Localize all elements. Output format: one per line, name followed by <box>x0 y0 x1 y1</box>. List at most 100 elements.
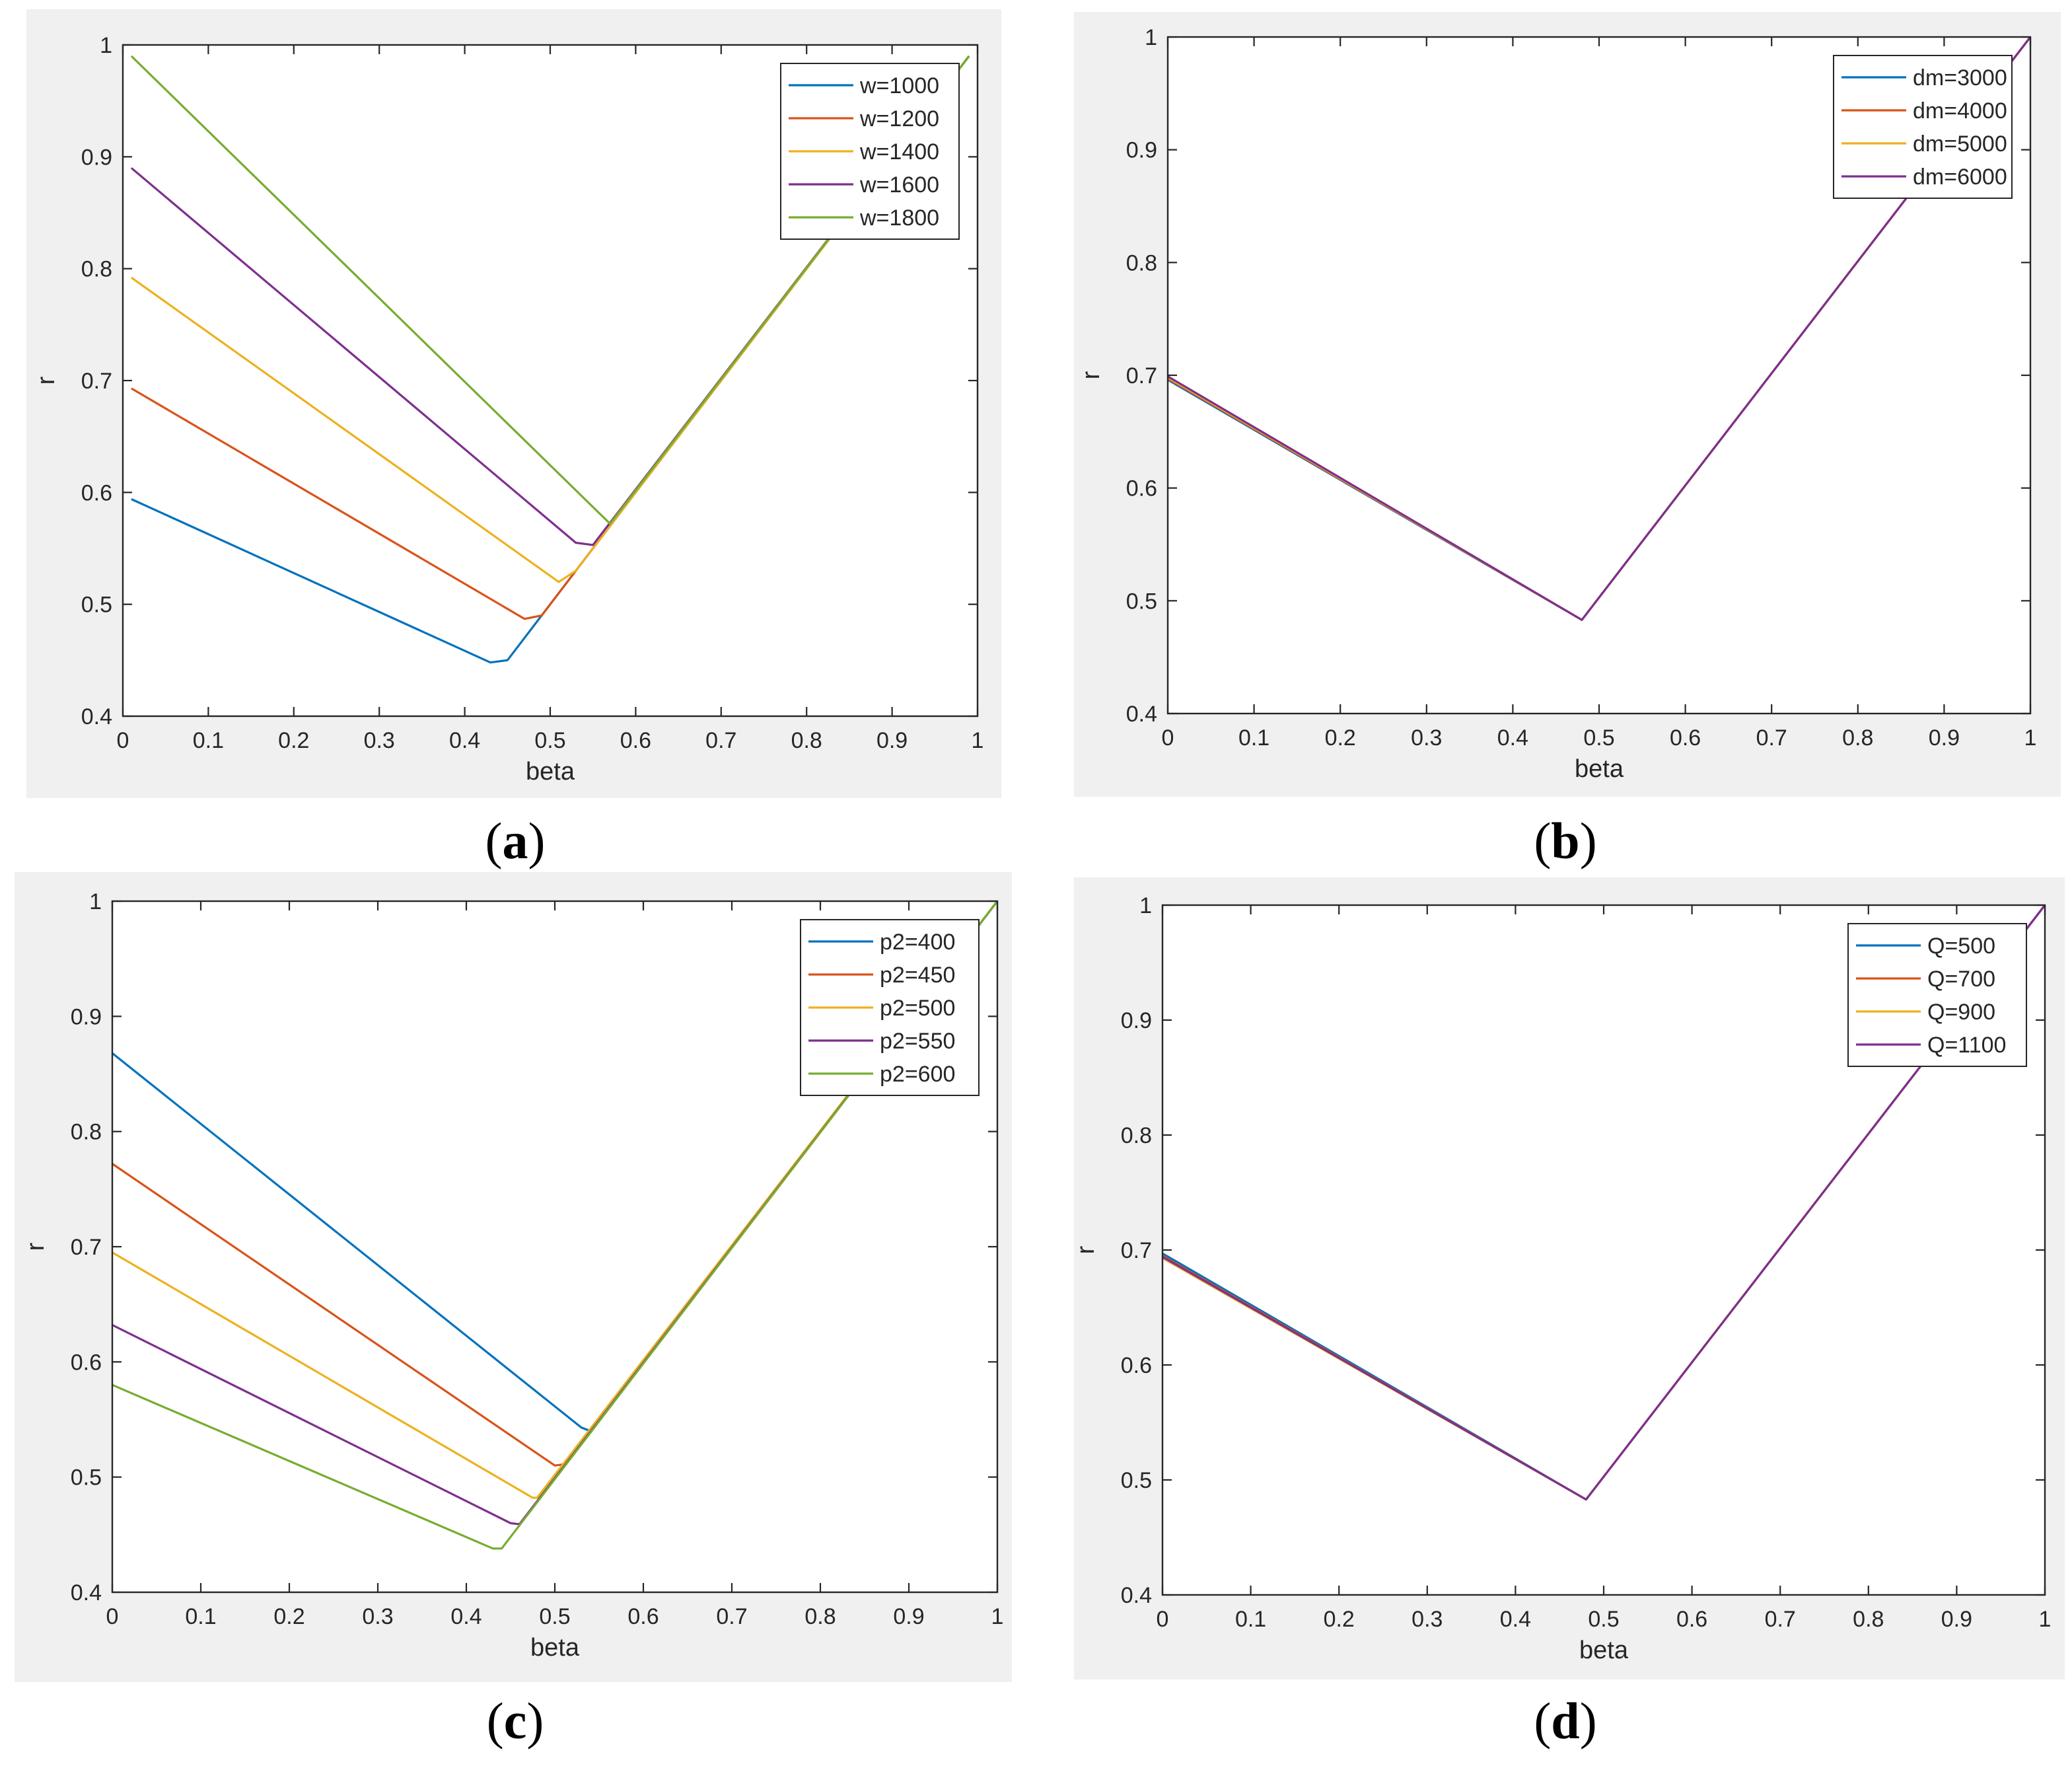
x-tick-label: 0.7 <box>1756 725 1787 751</box>
x-tick-label: 0.7 <box>716 1604 747 1629</box>
y-axis-label: r <box>1074 1245 1100 1254</box>
x-tick-label: 0 <box>1162 725 1174 751</box>
x-tick-label: 1 <box>2024 725 2037 751</box>
y-tick-label: 0.5 <box>1121 1468 1152 1493</box>
x-tick-label: 0.2 <box>1325 725 1356 751</box>
chart-a: 0 0.1 0.2 0.3 0.4 0.5 0.6 0.7 0.8 0.9 1 0.4 0.5 0.6 0.… <box>32 33 983 786</box>
panel-letter-a: a <box>502 812 528 869</box>
x-tick-label: 0.3 <box>1411 1607 1443 1632</box>
y-axis-label: r <box>22 1242 50 1251</box>
x-tick-label: 0.3 <box>364 728 395 753</box>
x-tick-label: 0.8 <box>1853 1607 1884 1632</box>
y-tick-label: 0.9 <box>71 1004 102 1029</box>
y-tick-label: 1 <box>1139 893 1152 918</box>
legend-entry: dm=3000 <box>1913 65 2007 91</box>
y-tick-label: 0.6 <box>1126 476 1157 501</box>
x-tick-label: 0.4 <box>1497 725 1528 751</box>
x-axis-label: beta <box>526 758 575 786</box>
x-tick-label: 0.6 <box>1676 1607 1707 1632</box>
legend-entry: Q=500 <box>1927 934 1995 959</box>
y-tick-label: 0.6 <box>1121 1353 1152 1378</box>
chart-d: 0 0.1 0.2 0.3 0.4 0.5 0.6 0.7 0.8 0.9 1 0.4 0.5 0.6 0.… <box>1074 893 2051 1664</box>
legend-entry: Q=700 <box>1927 967 1995 992</box>
legend-entry: p2=500 <box>880 996 955 1021</box>
legend-box <box>1847 923 2027 1067</box>
legend-entry: dm=6000 <box>1913 165 2007 190</box>
x-tick-label: 0.6 <box>620 728 651 753</box>
legend-entry: p2=400 <box>880 930 955 955</box>
x-axis-label: beta <box>1579 1637 1629 1664</box>
x-tick-label: 0.6 <box>627 1604 659 1629</box>
x-tick-label: 0.3 <box>362 1604 393 1629</box>
x-tick-label: 0.2 <box>1324 1607 1355 1632</box>
panel-label-c: (c) <box>486 1692 544 1749</box>
x-tick-label: 0.1 <box>1238 725 1269 751</box>
legend-entry: Q=1100 <box>1927 1033 2006 1058</box>
x-tick-label: 0.9 <box>876 728 908 753</box>
chart-b: 0 0.1 0.2 0.3 0.4 0.5 0.6 0.7 0.8 0.9 1 0.4 0.5 0.6 0.… <box>1077 25 2037 783</box>
y-tick-label: 1 <box>1145 25 1157 50</box>
panel-letter-c: c <box>503 1692 527 1749</box>
y-tick-label: 0.8 <box>1121 1123 1152 1148</box>
x-tick-label: 0.5 <box>539 1604 570 1629</box>
panel-letter-b: b <box>1551 812 1580 869</box>
x-tick-label: 0.5 <box>1583 725 1614 751</box>
y-tick-label: 0.9 <box>1121 1008 1152 1033</box>
x-tick-label: 0.4 <box>449 728 480 753</box>
x-axis-label: beta <box>530 1634 580 1662</box>
y-tick-label: 0.4 <box>1126 702 1157 727</box>
legend: Q=500 Q=700 Q=900 Q=1100 <box>1847 923 2027 1067</box>
y-tick-label: 0.8 <box>1126 250 1157 276</box>
y-tick-label: 0.7 <box>81 369 112 394</box>
y-tick-label: 0.8 <box>71 1120 102 1145</box>
legend-entry: w=1200 <box>859 106 939 131</box>
series-line-dm=6000 <box>1167 36 2032 621</box>
y-tick-label: 0.6 <box>71 1350 102 1375</box>
y-tick-label: 0.5 <box>81 593 112 618</box>
x-tick-label: 0.9 <box>1941 1607 1972 1632</box>
x-tick-label: 0 <box>1157 1607 1169 1632</box>
legend: w=1000 w=1200 w=1400 w=1600 w=1800 <box>780 63 960 240</box>
legend-entry: Q=900 <box>1927 1000 1995 1025</box>
series-line-p2=600 <box>112 901 999 1550</box>
x-tick-label: 0.7 <box>705 728 736 753</box>
legend-entry: w=1000 <box>859 73 939 98</box>
x-tick-label: 0.9 <box>1929 725 1960 751</box>
legend-entry: dm=5000 <box>1913 131 2007 157</box>
y-tick-label: 0.4 <box>71 1580 102 1605</box>
x-tick-label: 0.1 <box>185 1604 216 1629</box>
legend-box <box>1833 55 2013 199</box>
x-tick-label: 0.4 <box>450 1604 482 1629</box>
x-tick-label: 0.5 <box>534 728 565 753</box>
y-tick-label: 1 <box>89 889 102 914</box>
y-tick-label: 0.8 <box>81 257 112 282</box>
legend-entry: p2=550 <box>880 1029 955 1054</box>
panel-label-a: (a) <box>485 812 546 869</box>
x-tick-label: 0 <box>117 728 129 753</box>
y-tick-label: 0.7 <box>1121 1238 1152 1263</box>
legend: p2=400 p2=450 p2=500 p2=550 p2=600 <box>800 919 980 1096</box>
x-tick-label: 0.2 <box>278 728 309 753</box>
x-tick-label: 0.7 <box>1765 1607 1796 1632</box>
y-tick-label: 0.7 <box>71 1235 102 1260</box>
legend-entry: p2=600 <box>880 1062 955 1087</box>
legend-entry: w=1400 <box>859 139 939 165</box>
panel-letter-d: d <box>1551 1692 1580 1749</box>
y-tick-label: 1 <box>100 33 112 58</box>
legend-entry: w=1600 <box>859 172 939 198</box>
x-tick-label: 0.6 <box>1670 725 1701 751</box>
panel-label-b: (b) <box>1534 812 1597 869</box>
y-tick-label: 0.4 <box>81 704 112 729</box>
x-tick-label: 0.8 <box>1842 725 1873 751</box>
legend-entry: w=1800 <box>859 205 939 231</box>
x-tick-label: 0.8 <box>791 728 822 753</box>
x-tick-label: 0.1 <box>1235 1607 1266 1632</box>
y-tick-label: 0.7 <box>1126 363 1157 388</box>
y-tick-label: 0.9 <box>81 145 112 170</box>
x-tick-label: 0.8 <box>804 1604 836 1629</box>
y-tick-label: 0.5 <box>1126 589 1157 614</box>
x-tick-label: 0.3 <box>1411 725 1442 751</box>
x-axis-label: beta <box>1575 755 1624 783</box>
chart-c: 0 0.1 0.2 0.3 0.4 0.5 0.6 0.7 0.8 0.9 1 0.4 0.5 0.6 0.… <box>22 889 1003 1662</box>
legend-entry: p2=450 <box>880 963 955 988</box>
